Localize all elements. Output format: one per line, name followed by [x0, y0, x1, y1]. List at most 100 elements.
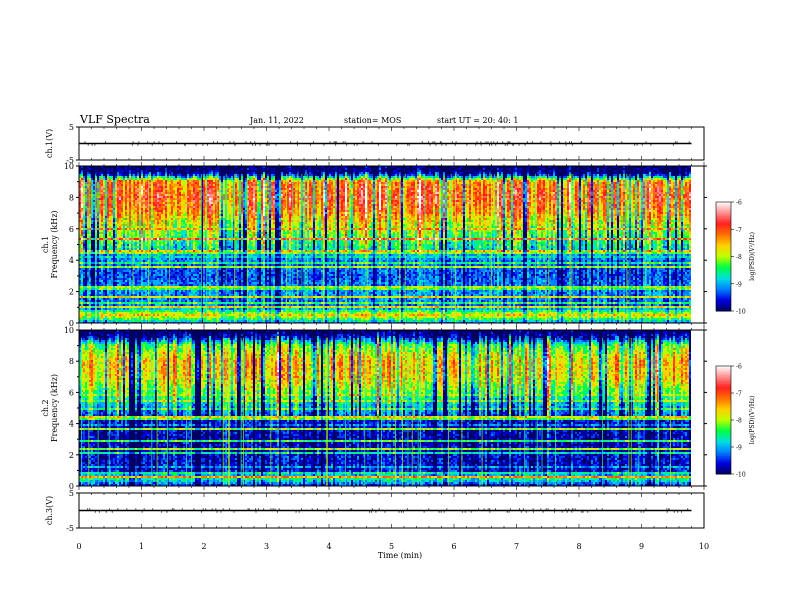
voltage-spike: [323, 145, 324, 146]
spectrogram-cell: [117, 274, 119, 276]
spectrogram-cell: [227, 244, 229, 246]
spectrogram-cell: [227, 186, 229, 188]
spectrogram-cell: [195, 206, 197, 208]
spectrogram-cell: [81, 220, 83, 222]
spectrogram-cell: [155, 172, 157, 176]
spectrogram-cell: [99, 214, 101, 216]
spectrogram-cell: [219, 230, 221, 232]
spectrogram-cell: [157, 270, 159, 272]
spectrogram-cell: [101, 268, 103, 270]
spectrogram-cell: [83, 272, 85, 274]
spectrogram-cell: [137, 212, 139, 214]
spectrogram-cell: [159, 266, 161, 268]
spectrogram-cell: [127, 172, 129, 176]
spectrogram-cell: [91, 236, 93, 238]
spectrogram-cell: [139, 266, 141, 268]
spectrogram-cell: [137, 282, 139, 284]
spectrogram-cell: [227, 250, 229, 252]
spectrogram-cell: [111, 208, 113, 210]
spectrogram-cell: [175, 318, 177, 320]
spectrogram-cell: [161, 262, 163, 264]
spectrogram-cell: [197, 178, 199, 180]
spectrogram-cell: [163, 294, 165, 296]
spectrogram-cell: [179, 292, 181, 296]
spectrogram-cell: [107, 186, 109, 188]
spectrogram-cell: [117, 280, 119, 282]
spectrogram-cell: [109, 266, 111, 268]
spectrogram-cell: [141, 170, 143, 172]
spectrogram-cell: [149, 188, 151, 192]
spectrogram-cell: [153, 264, 155, 266]
spectrogram-cell: [121, 242, 123, 244]
spectrogram-cell: [101, 318, 103, 320]
spectrogram-cell: [141, 302, 143, 304]
spectrogram-cell: [139, 222, 141, 226]
spectrogram-cell: [151, 282, 153, 284]
voltage-spike: [137, 145, 138, 146]
spectrogram-cell: [125, 264, 127, 266]
spectrogram-cell: [221, 278, 223, 284]
spectrogram-cell: [135, 188, 137, 190]
spectrogram-cell: [193, 264, 195, 266]
spectrogram-cell: [197, 240, 199, 242]
y-axis-label: ch.1(V): [45, 129, 54, 158]
spectrogram-cell: [113, 224, 115, 226]
spectrogram-cell: [99, 304, 101, 306]
spectrogram-cell: [187, 312, 189, 314]
spectrogram-cell: [81, 170, 83, 172]
spectrogram-cell: [143, 270, 145, 272]
spectrogram-cell: [187, 232, 189, 234]
spectrogram-cell: [149, 222, 151, 224]
spectrogram-cell: [135, 226, 137, 230]
spectrogram-cell: [141, 308, 143, 310]
spectrogram-cell: [81, 186, 83, 188]
spectrogram-cell: [123, 236, 125, 238]
spectrogram-cell: [111, 204, 113, 206]
spectrogram-cell: [207, 246, 209, 250]
spectrogram-cell: [81, 286, 83, 288]
spectrogram-cell: [189, 238, 191, 240]
spectrogram-cell: [129, 268, 131, 270]
spectrogram-cell: [97, 232, 99, 238]
spectrogram-cell: [211, 244, 213, 246]
spectrogram-cell: [207, 286, 209, 288]
spectrogram-cell: [195, 184, 197, 188]
spectrogram-cell: [103, 250, 105, 252]
spectrogram-cell: [177, 278, 179, 280]
spectrogram-cell: [171, 246, 173, 248]
spectrogram-cell: [119, 210, 121, 214]
spectrogram-cell: [183, 228, 185, 230]
spectrogram-cell: [221, 252, 223, 254]
spectrogram-cell: [155, 210, 157, 212]
spectrogram-cell: [167, 182, 169, 184]
spectrogram-cell: [113, 250, 115, 252]
spectrogram-cell: [203, 308, 205, 312]
spectrogram-cell: [161, 260, 163, 262]
spectrogram-cell: [171, 294, 173, 296]
spectrogram-cell: [97, 272, 99, 276]
spectrogram-cell: [167, 236, 169, 238]
spectrogram-cell: [151, 182, 153, 184]
spectrogram-cell: [145, 264, 147, 266]
spectrogram-cell: [97, 166, 99, 178]
spectrogram-cell: [191, 206, 193, 208]
spectrogram-cell: [127, 194, 129, 198]
spectrogram-cell: [115, 278, 117, 280]
spectrogram-cell: [87, 182, 89, 184]
spectrogram-cell: [129, 222, 131, 226]
spectrogram-cell: [99, 176, 101, 180]
spectrogram-cell: [117, 208, 119, 212]
spectrogram-cell: [135, 210, 137, 212]
spectrogram-cell: [181, 318, 183, 320]
spectrogram-cell: [227, 258, 229, 262]
spectrogram-cell: [195, 230, 197, 232]
spectrogram-cell: [191, 284, 193, 286]
spectrogram-cell: [185, 296, 187, 298]
spectrogram-cell: [221, 192, 223, 194]
spectrogram-cell: [83, 210, 85, 214]
spectrogram-cell: [183, 258, 185, 260]
spectrogram-cell: [167, 316, 169, 318]
spectrogram-cell: [81, 264, 83, 266]
spectrogram-cell: [181, 182, 183, 184]
spectrogram-cell: [101, 216, 103, 220]
